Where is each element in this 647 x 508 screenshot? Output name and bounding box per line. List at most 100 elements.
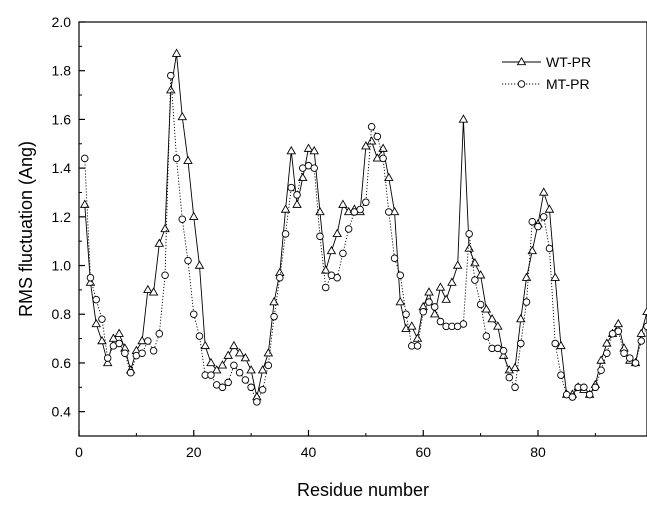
y-tick-label: 1.0 xyxy=(52,258,72,274)
data-point-mt-pr xyxy=(385,208,393,216)
data-point-mt-pr xyxy=(184,256,192,265)
data-point-wt-pr xyxy=(183,155,193,164)
data-point-mt-pr xyxy=(218,383,227,392)
data-point-mt-pr xyxy=(597,366,605,375)
data-point-mt-pr xyxy=(115,339,123,348)
data-point-wt-pr xyxy=(269,296,279,306)
x-tick-label: 60 xyxy=(415,444,431,460)
data-point-mt-pr xyxy=(80,154,89,163)
data-point-wt-pr xyxy=(286,145,297,155)
series-layer xyxy=(79,48,647,406)
data-point-mt-pr xyxy=(517,339,525,348)
data-point-wt-pr xyxy=(424,287,434,296)
data-point-mt-pr xyxy=(270,312,278,321)
data-point-wt-pr xyxy=(223,350,233,359)
data-point-wt-pr xyxy=(538,187,549,196)
x-tick-label: 20 xyxy=(186,444,202,460)
data-point-wt-pr xyxy=(452,260,463,269)
data-point-wt-pr xyxy=(79,199,90,208)
data-point-mt-pr xyxy=(545,244,554,253)
data-point-mt-pr xyxy=(235,368,244,377)
data-point-wt-pr xyxy=(493,321,503,330)
data-point-mt-pr xyxy=(264,361,273,370)
data-point-mt-pr xyxy=(499,347,508,355)
data-point-mt-pr xyxy=(161,271,169,280)
y-tick-label: 1.8 xyxy=(52,63,72,79)
data-point-wt-pr xyxy=(263,348,274,357)
data-point-mt-pr xyxy=(367,122,376,131)
data-point-mt-pr xyxy=(339,249,347,258)
data-point-mt-pr xyxy=(528,217,537,226)
data-point-mt-pr xyxy=(511,383,519,392)
data-point-wt-pr xyxy=(475,270,486,279)
data-point-mt-pr xyxy=(465,230,473,238)
data-point-mt-pr xyxy=(344,225,353,233)
data-point-wt-pr xyxy=(171,48,182,57)
data-point-wt-pr xyxy=(527,245,538,255)
data-point-wt-pr xyxy=(636,328,647,337)
data-point-mt-pr xyxy=(620,349,628,357)
data-point-wt-pr xyxy=(510,362,520,371)
data-point-wt-pr xyxy=(108,333,119,342)
data-point-wt-pr xyxy=(200,340,210,350)
data-point-wt-pr xyxy=(326,245,337,255)
data-point-wt-pr xyxy=(320,265,331,274)
data-point-mt-pr xyxy=(419,308,427,316)
data-point-wt-pr xyxy=(470,257,480,267)
data-point-wt-pr xyxy=(240,352,251,362)
data-point-mt-pr xyxy=(390,254,399,262)
legend-label-mt-pr: MT-PR xyxy=(546,76,590,92)
data-point-wt-pr xyxy=(338,199,348,208)
y-tick-label: 0.6 xyxy=(52,355,72,371)
data-point-wt-pr xyxy=(613,318,624,328)
data-point-mt-pr xyxy=(126,368,135,377)
data-point-mt-pr xyxy=(247,383,255,392)
data-point-mt-pr xyxy=(321,283,330,292)
data-point-mt-pr xyxy=(333,273,341,282)
data-point-mt-pr xyxy=(287,183,296,192)
data-point-wt-pr xyxy=(217,360,228,369)
data-point-mt-pr xyxy=(557,371,565,379)
data-point-wt-pr xyxy=(246,365,256,374)
data-point-mt-pr xyxy=(230,361,238,370)
data-point-wt-pr xyxy=(97,335,107,345)
data-point-mt-pr xyxy=(144,337,152,345)
data-point-mt-pr xyxy=(459,320,468,328)
data-point-wt-pr xyxy=(602,338,612,347)
data-point-mt-pr xyxy=(356,205,364,214)
data-point-mt-pr xyxy=(643,322,647,331)
data-point-wt-pr xyxy=(521,272,532,281)
data-point-wt-pr xyxy=(372,153,383,162)
x-tick-label: 80 xyxy=(530,444,546,460)
data-point-wt-pr xyxy=(137,335,147,345)
x-axis-title: Residue number xyxy=(297,480,429,500)
data-point-wt-pr xyxy=(309,145,319,155)
y-tick-label: 0.8 xyxy=(52,306,72,322)
data-point-wt-pr xyxy=(229,340,239,350)
data-point-wt-pr xyxy=(458,114,469,123)
data-point-wt-pr xyxy=(544,204,555,213)
data-point-wt-pr xyxy=(412,333,423,342)
legend: WT-PR MT-PR xyxy=(502,54,591,92)
data-point-mt-pr xyxy=(316,232,324,241)
y-axis-ticks: 0.4 0.6 0.8 1.0 1.2 1.4 1.6 1.8 2.0 xyxy=(52,14,85,437)
legend-marker-mt-pr xyxy=(517,80,526,88)
data-point-wt-pr xyxy=(85,277,96,286)
data-point-mt-pr xyxy=(178,215,187,224)
data-point-mt-pr xyxy=(425,298,433,306)
data-point-mt-pr xyxy=(505,373,514,382)
y-tick-label: 1.4 xyxy=(52,160,72,176)
series-line-mt-pr xyxy=(84,75,647,404)
data-point-wt-pr xyxy=(91,318,101,328)
x-axis-ticks: 0 20 40 60 80 xyxy=(75,430,596,460)
data-point-wt-pr xyxy=(366,136,377,145)
data-point-mt-pr xyxy=(379,154,387,163)
data-point-mt-pr xyxy=(155,329,164,338)
data-point-mt-pr xyxy=(580,383,588,392)
data-point-mt-pr xyxy=(276,273,284,282)
legend-label-wt-pr: WT-PR xyxy=(546,54,591,70)
data-point-wt-pr xyxy=(378,143,388,152)
data-point-mt-pr xyxy=(86,273,95,282)
data-point-wt-pr xyxy=(550,272,560,281)
data-point-mt-pr xyxy=(92,295,100,304)
